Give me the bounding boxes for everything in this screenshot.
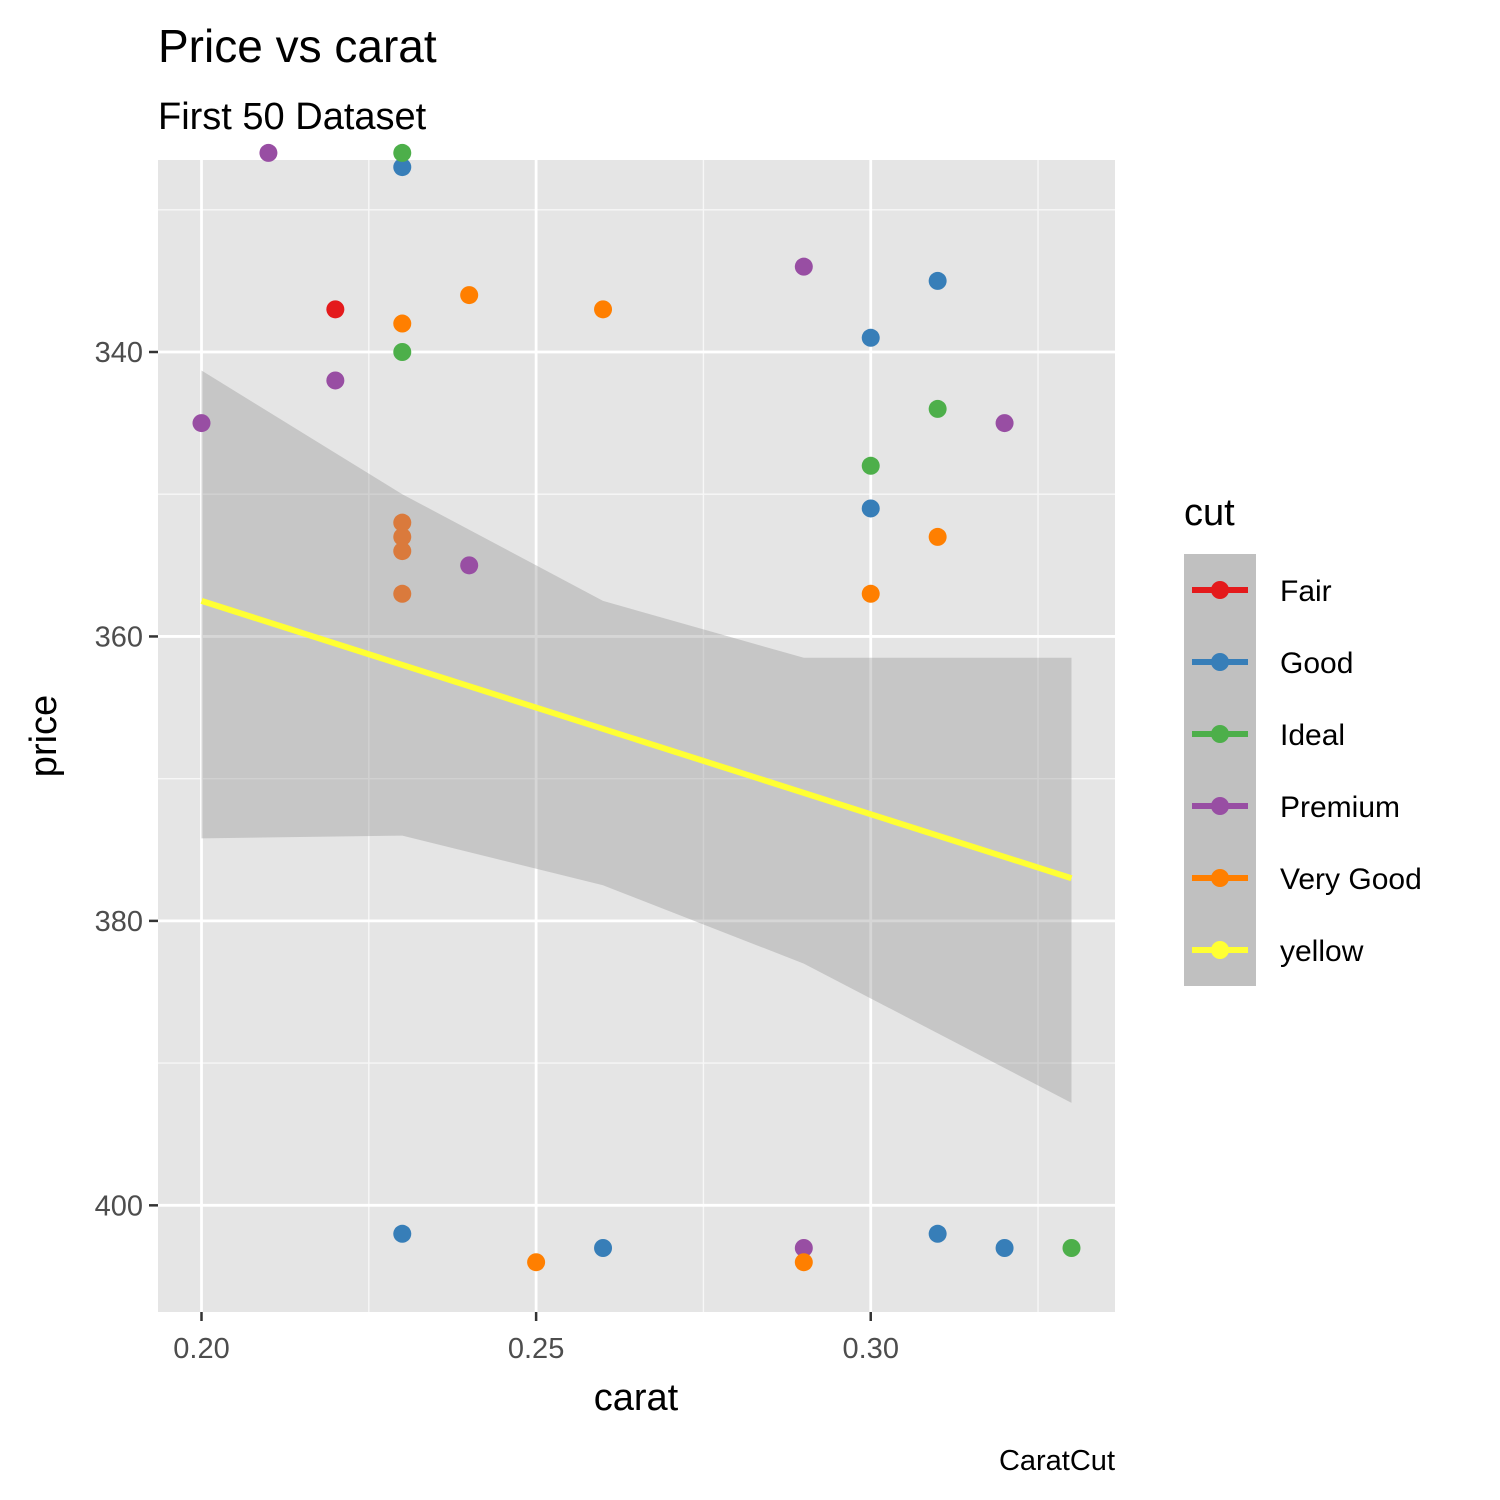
x-axis: 0.20 0.25 0.30 [173, 1312, 899, 1365]
data-point [861, 584, 880, 603]
legend-label: yellow [1280, 935, 1364, 968]
legend-key-background [1184, 554, 1256, 986]
data-point [326, 371, 345, 390]
legend-label: Ideal [1280, 719, 1345, 752]
data-point [393, 158, 412, 177]
data-point [460, 286, 479, 305]
scatter-points [192, 143, 1081, 1272]
legend-item-good: Good [1192, 647, 1353, 680]
data-point [527, 1253, 546, 1272]
legend-key-point [1211, 653, 1229, 671]
data-point [393, 143, 412, 162]
data-point [259, 143, 278, 162]
data-point [794, 1253, 813, 1272]
chart-caption: CaratCut [999, 1445, 1115, 1477]
data-point [995, 1239, 1014, 1257]
y-tick-label: 400 [95, 1190, 143, 1222]
data-point [928, 399, 947, 418]
legend-item-yellow: yellow [1192, 935, 1364, 968]
y-tick-label: 380 [95, 906, 143, 938]
data-point [594, 1239, 613, 1257]
data-point [995, 414, 1014, 433]
data-point [594, 300, 613, 319]
data-point [794, 257, 813, 276]
trend-line [200, 598, 1073, 882]
data-point [1062, 1239, 1081, 1257]
legend-key-point [1211, 869, 1229, 887]
chart-title: Price vs carat [158, 20, 437, 72]
legend-key-point [1211, 581, 1229, 599]
data-point [192, 414, 211, 433]
data-point [393, 527, 412, 546]
legend-label: Good [1280, 647, 1353, 680]
data-point [928, 271, 947, 290]
data-point [326, 300, 345, 319]
chart-subtitle: First 50 Dataset [158, 96, 427, 138]
legend-item-ideal: Ideal [1192, 719, 1345, 752]
y-tick-label: 360 [95, 621, 143, 653]
data-point [393, 584, 412, 603]
x-tick-label: 0.20 [173, 1333, 229, 1365]
y-axis-title: price [23, 695, 65, 777]
legend: Fair Good Ideal Premium Very Good yellow [1192, 575, 1422, 968]
data-point [460, 556, 479, 575]
legend-title: cut [1184, 492, 1235, 534]
data-point [393, 513, 412, 532]
data-point [393, 542, 412, 561]
data-point [928, 1224, 947, 1243]
y-axis: 340 360 380 400 [95, 337, 158, 1222]
x-tick-label: 0.30 [843, 1333, 899, 1365]
x-axis-title: carat [594, 1377, 679, 1419]
data-point [393, 314, 412, 333]
trend-line-layer [200, 598, 1073, 882]
legend-label: Very Good [1280, 863, 1422, 896]
grid-major [158, 160, 1115, 1312]
legend-label: Premium [1280, 791, 1400, 824]
data-point [861, 328, 880, 347]
y-tick-label: 340 [95, 337, 143, 369]
data-point [928, 527, 947, 546]
data-point [861, 499, 880, 518]
data-point [861, 456, 880, 475]
legend-item-fair: Fair [1192, 575, 1332, 608]
legend-key-point [1211, 941, 1229, 959]
data-point [393, 1224, 412, 1243]
data-point [794, 1239, 813, 1257]
x-tick-label: 0.25 [508, 1333, 564, 1365]
legend-item-premium: Premium [1192, 791, 1400, 824]
legend-label: Fair [1280, 575, 1332, 608]
legend-item-very-good: Very Good [1192, 863, 1422, 896]
data-point [393, 343, 412, 361]
legend-key-point [1211, 725, 1229, 743]
legend-key-point [1211, 797, 1229, 815]
